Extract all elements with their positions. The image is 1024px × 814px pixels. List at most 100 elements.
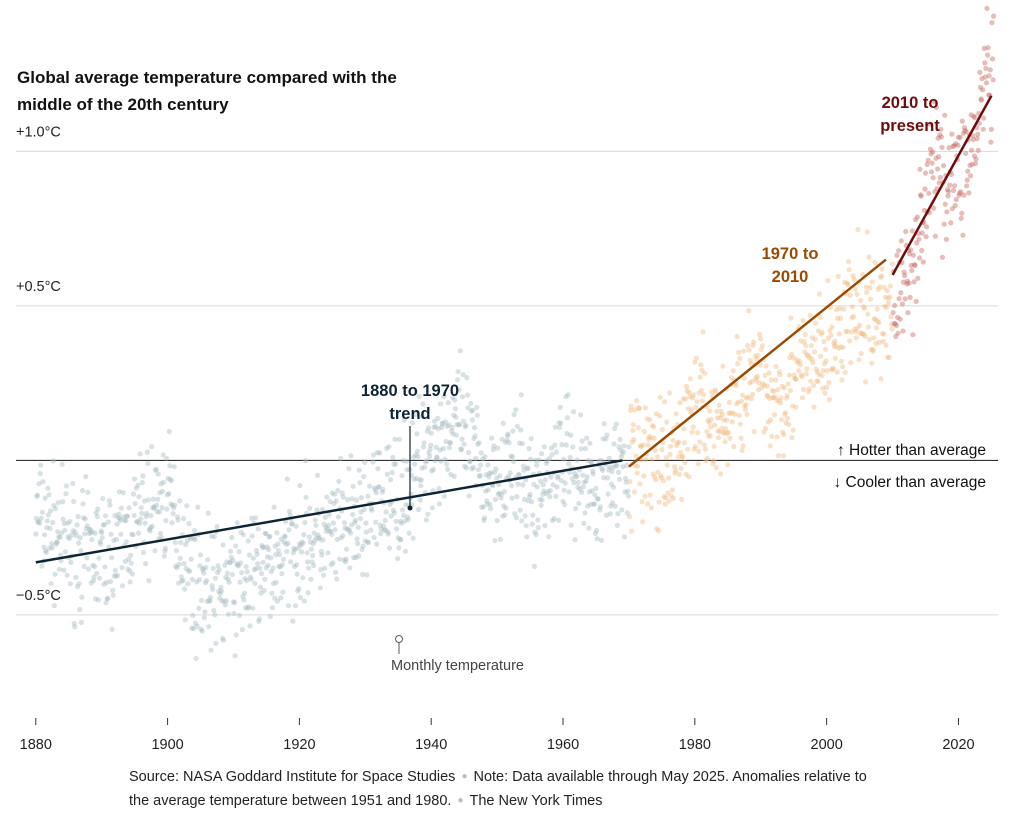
monthly-point (116, 489, 122, 495)
monthly-point (837, 305, 843, 311)
monthly-point (84, 523, 90, 529)
monthly-point (464, 375, 470, 381)
monthly-point (153, 466, 159, 472)
monthly-point (387, 501, 393, 507)
monthly-point (565, 461, 572, 467)
monthly-point (430, 466, 436, 472)
monthly-point (961, 192, 967, 198)
monthly-point (974, 135, 980, 142)
monthly-point (767, 443, 773, 449)
monthly-point (98, 528, 104, 534)
monthly-point (910, 252, 917, 258)
monthly-point (99, 530, 105, 536)
monthly-point (814, 369, 820, 375)
monthly-point (896, 248, 902, 254)
monthly-point (33, 531, 39, 537)
monthly-point (229, 534, 235, 541)
trend-line (628, 258, 887, 468)
monthly-point (214, 524, 220, 530)
trend-label: 1880 to 1970 (361, 382, 459, 400)
monthly-point (164, 506, 170, 512)
monthly-point (732, 411, 738, 417)
monthly-point (46, 492, 52, 498)
monthly-point (933, 155, 939, 161)
monthly-point (552, 442, 558, 448)
monthly-point (932, 189, 938, 195)
monthly-point (720, 363, 726, 369)
monthly-point (573, 474, 579, 480)
monthly-point (885, 354, 891, 360)
x-tick-label: 1920 (283, 737, 315, 753)
monthly-point (183, 565, 189, 572)
monthly-point (200, 567, 206, 573)
monthly-point (217, 590, 223, 596)
monthly-point (505, 431, 511, 437)
monthly-point (313, 535, 319, 541)
monthly-point (631, 489, 638, 495)
monthly-point (879, 273, 885, 279)
monthly-point (429, 468, 435, 474)
x-tick-label: 2000 (811, 737, 843, 753)
monthly-point (606, 467, 612, 473)
monthly-point (402, 548, 408, 554)
monthly-point (216, 588, 222, 594)
monthly-point (781, 432, 787, 438)
monthly-point (604, 475, 611, 481)
monthly-point (310, 552, 316, 559)
monthly-point (249, 533, 255, 539)
monthly-point (254, 551, 260, 557)
monthly-point (87, 527, 93, 533)
monthly-point (222, 562, 228, 568)
monthly-point (435, 415, 441, 421)
monthly-point (364, 539, 371, 545)
monthly-point (587, 440, 593, 446)
monthly-point (902, 273, 908, 279)
monthly-point (794, 360, 801, 366)
monthly-point (921, 207, 928, 213)
monthly-point (338, 535, 344, 541)
monthly-point (375, 466, 381, 472)
monthly-point (270, 565, 276, 571)
monthly-point (638, 443, 644, 449)
monthly-point (423, 517, 429, 523)
monthly-point (971, 113, 977, 119)
monthly-point (908, 262, 914, 268)
monthly-point (704, 428, 710, 435)
monthly-point (191, 535, 197, 541)
monthly-point (463, 422, 469, 428)
monthly-point (600, 436, 606, 442)
monthly-point (708, 416, 714, 423)
monthly-point (789, 435, 795, 441)
monthly-point (125, 566, 131, 572)
monthly-point (857, 330, 863, 336)
monthly-point (198, 626, 204, 632)
monthly-point (255, 526, 261, 532)
monthly-point (488, 470, 494, 476)
monthly-point (445, 466, 451, 472)
monthly-point (158, 481, 164, 487)
monthly-point (410, 535, 416, 541)
monthly-point (939, 254, 946, 260)
monthly-point (194, 579, 200, 585)
monthly-point (117, 515, 123, 522)
monthly-point (183, 541, 189, 548)
monthly-point (790, 403, 796, 409)
monthly-point (614, 463, 620, 469)
monthly-point (166, 490, 172, 497)
monthly-point (467, 458, 473, 464)
monthly-point (170, 510, 176, 517)
monthly-point (478, 462, 484, 468)
monthly-point (685, 446, 691, 452)
monthly-point (525, 465, 531, 471)
monthly-point (753, 375, 759, 381)
monthly-point (176, 561, 182, 568)
monthly-point (218, 588, 224, 594)
monthly-point (517, 440, 523, 446)
monthly-point (772, 394, 778, 400)
monthly-point (715, 428, 721, 434)
monthly-point (295, 588, 301, 594)
monthly-point (936, 154, 942, 160)
monthly-point (379, 489, 385, 495)
monthly-point (825, 335, 831, 341)
monthly-point (569, 475, 576, 482)
